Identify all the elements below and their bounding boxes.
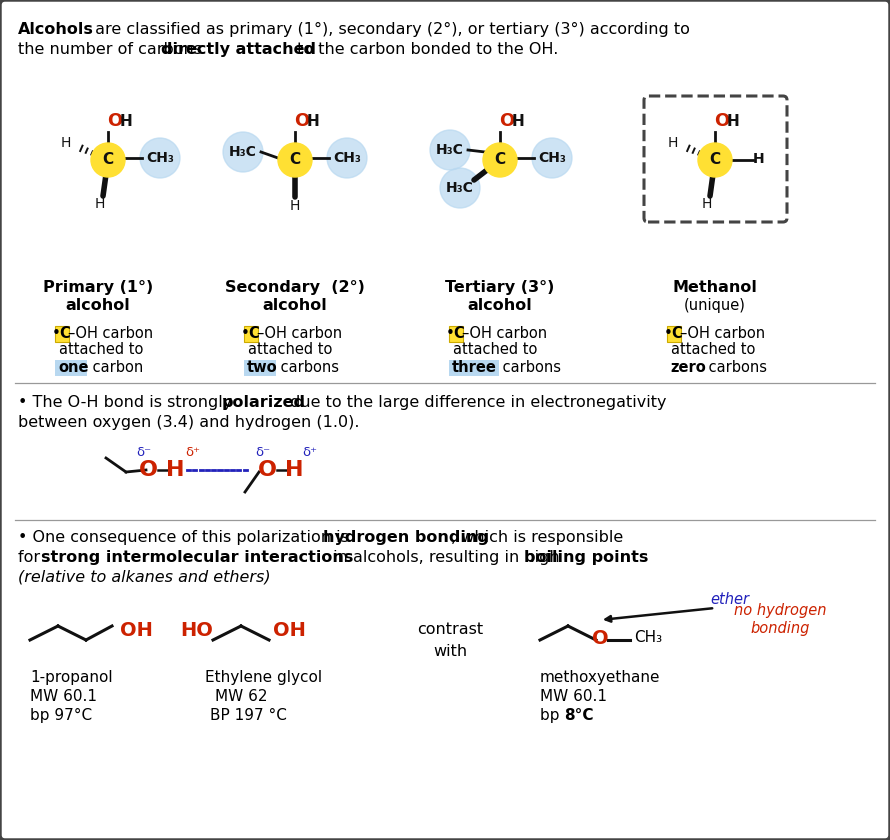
Text: BP 197 °C: BP 197 °C (210, 708, 287, 723)
FancyBboxPatch shape (449, 360, 499, 376)
Text: Tertiary (3°): Tertiary (3°) (445, 280, 554, 295)
Text: •: • (446, 327, 455, 342)
Text: (unique): (unique) (684, 298, 746, 313)
Text: (relative to alkanes and ethers): (relative to alkanes and ethers) (18, 570, 271, 585)
Text: the number of carbons: the number of carbons (18, 42, 207, 57)
Text: C: C (453, 325, 464, 340)
Text: 1-propanol: 1-propanol (30, 670, 113, 685)
FancyBboxPatch shape (449, 326, 463, 342)
Text: H: H (290, 199, 300, 213)
Text: O: O (714, 112, 729, 130)
Text: O: O (499, 112, 514, 130)
Text: strong intermolecular interactions: strong intermolecular interactions (41, 550, 353, 565)
Circle shape (440, 168, 480, 208)
Text: Methanol: Methanol (673, 280, 757, 295)
Text: in alcohols, resulting in high: in alcohols, resulting in high (328, 550, 565, 565)
Text: H: H (307, 113, 320, 129)
Text: O: O (257, 460, 277, 480)
Text: H: H (512, 113, 525, 129)
FancyBboxPatch shape (244, 360, 277, 376)
Text: O: O (139, 460, 158, 480)
Text: • The O-H bond is strongly: • The O-H bond is strongly (18, 395, 238, 410)
Text: CH₃: CH₃ (146, 151, 174, 165)
Text: Secondary  (2°): Secondary (2°) (225, 280, 365, 295)
Text: H: H (285, 460, 303, 480)
Text: attached to: attached to (453, 342, 538, 356)
Text: 8°C: 8°C (564, 708, 594, 723)
Text: •: • (241, 327, 250, 342)
Text: O: O (107, 112, 122, 130)
Text: no hydrogen: no hydrogen (733, 602, 826, 617)
Text: C: C (102, 153, 114, 167)
Text: between oxygen (3.4) and hydrogen (1.0).: between oxygen (3.4) and hydrogen (1.0). (18, 415, 360, 430)
Text: H: H (702, 197, 712, 211)
Text: attached to: attached to (248, 342, 332, 356)
Text: H: H (753, 152, 765, 166)
FancyBboxPatch shape (55, 326, 69, 342)
Text: δ⁻: δ⁻ (136, 445, 151, 459)
Circle shape (91, 143, 125, 177)
Text: MW 62: MW 62 (215, 689, 268, 704)
Text: attached to: attached to (59, 342, 143, 356)
Circle shape (278, 143, 312, 177)
FancyBboxPatch shape (55, 360, 87, 376)
FancyBboxPatch shape (644, 96, 787, 222)
Text: –OH carbon: –OH carbon (68, 325, 153, 340)
FancyBboxPatch shape (244, 326, 258, 342)
Text: MW 60.1: MW 60.1 (540, 689, 607, 704)
Text: MW 60.1: MW 60.1 (30, 689, 97, 704)
Text: •: • (664, 327, 673, 342)
Text: –OH carbon: –OH carbon (257, 325, 342, 340)
Text: O: O (294, 112, 309, 130)
Text: hydrogen bonding: hydrogen bonding (323, 530, 489, 545)
Text: CH₃: CH₃ (333, 151, 361, 165)
Text: H: H (120, 113, 133, 129)
Text: with: with (433, 644, 467, 659)
Text: one: one (58, 360, 88, 375)
Circle shape (223, 132, 263, 172)
Text: two: two (247, 360, 278, 375)
Text: carbons: carbons (498, 360, 562, 375)
Text: CH₃: CH₃ (634, 631, 662, 645)
Text: polarized: polarized (222, 395, 306, 410)
Text: C: C (709, 153, 721, 167)
Text: C: C (289, 153, 301, 167)
Text: alcohol: alcohol (263, 298, 328, 313)
Text: three: three (452, 360, 497, 375)
Text: bonding: bonding (750, 621, 810, 636)
Text: Alcohols: Alcohols (18, 22, 93, 37)
Text: H₃C: H₃C (446, 181, 474, 195)
Text: –OH carbon: –OH carbon (680, 325, 765, 340)
Circle shape (140, 138, 180, 178)
Text: OH: OH (120, 622, 153, 640)
Text: for: for (18, 550, 45, 565)
Text: H₃C: H₃C (436, 143, 464, 157)
Text: to the carbon bonded to the OH.: to the carbon bonded to the OH. (292, 42, 558, 57)
Text: H: H (668, 136, 678, 150)
Circle shape (532, 138, 572, 178)
Text: δ⁺: δ⁺ (303, 445, 318, 459)
Text: O: O (592, 629, 608, 648)
Text: •: • (52, 327, 61, 342)
Text: ether: ether (710, 592, 749, 607)
Text: methoxyethane: methoxyethane (540, 670, 660, 685)
Circle shape (430, 130, 470, 170)
Text: δ⁺: δ⁺ (185, 445, 200, 459)
Text: due to the large difference in electronegativity: due to the large difference in electrone… (285, 395, 667, 410)
Text: H: H (95, 197, 105, 211)
Text: –OH carbon: –OH carbon (462, 325, 547, 340)
Text: are classified as primary (1°), secondary (2°), or tertiary (3°) according to: are classified as primary (1°), secondar… (90, 22, 690, 37)
Text: H: H (166, 460, 184, 480)
Text: , which is responsible: , which is responsible (451, 530, 623, 545)
Text: δ⁻: δ⁻ (255, 445, 271, 459)
Circle shape (483, 143, 517, 177)
Text: CH₃: CH₃ (538, 151, 566, 165)
Text: carbon: carbon (87, 360, 142, 375)
Text: attached to: attached to (671, 342, 756, 356)
Text: Ethylene glycol: Ethylene glycol (205, 670, 322, 685)
Text: H₃C: H₃C (229, 145, 257, 159)
Text: C: C (59, 325, 69, 340)
Text: zero: zero (670, 360, 706, 375)
Text: carbons: carbons (704, 360, 767, 375)
